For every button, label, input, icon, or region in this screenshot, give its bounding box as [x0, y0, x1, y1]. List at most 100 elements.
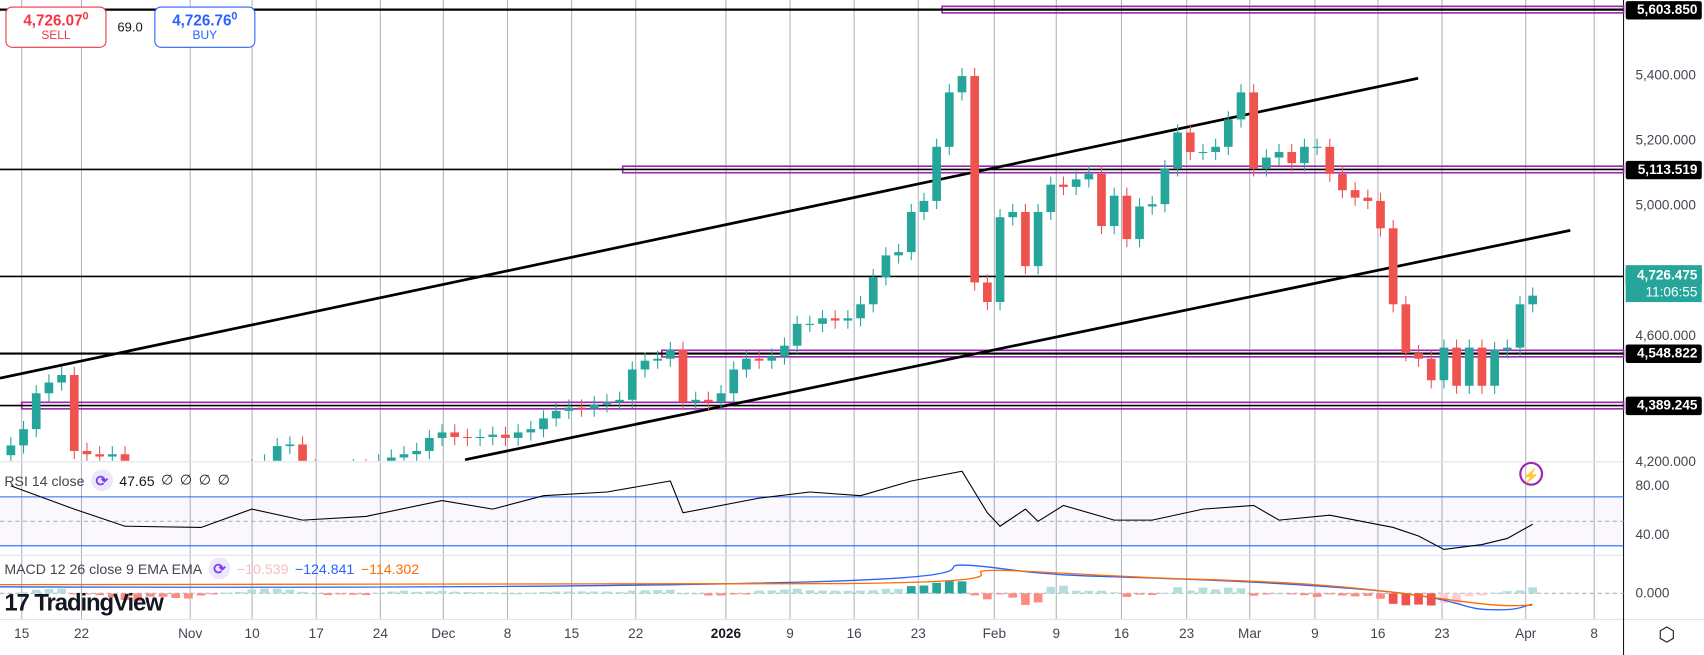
candle-body	[1147, 204, 1157, 207]
sell-button[interactable]: 4,726.070 SELL	[5, 6, 107, 48]
candle-body	[107, 454, 117, 457]
candle-body	[1173, 132, 1182, 169]
macd-histogram-bar	[704, 593, 713, 596]
buy-price: 4,726.76	[172, 11, 232, 29]
candle-body	[1021, 212, 1030, 267]
candle-body	[82, 450, 92, 455]
macd-value: −124.841	[294, 560, 355, 577]
macd-histogram-bar	[1528, 587, 1538, 594]
macd-line	[0, 564, 1533, 611]
refresh-icon[interactable]: ⟳	[90, 469, 113, 492]
macd-histogram-bar	[171, 593, 181, 598]
candle-body	[57, 375, 66, 383]
rsi-title: RSI 14 close	[4, 472, 85, 489]
time-axis-label: 16	[1113, 625, 1130, 642]
macd-histogram-bar	[425, 591, 434, 594]
refresh-icon[interactable]: ⟳	[208, 557, 231, 580]
macd-histogram-bar	[1515, 590, 1525, 594]
candle-body	[1084, 173, 1094, 180]
rsi-extra: ∅	[179, 471, 193, 488]
candle-body	[919, 200, 929, 213]
macd-histogram-bar	[1008, 593, 1018, 598]
macd-histogram-bar	[323, 593, 333, 596]
time-axis-label: Feb	[982, 625, 1007, 642]
candle-body	[120, 454, 130, 461]
time-axis-label: 16	[1370, 625, 1386, 642]
macd-histogram-bar	[754, 590, 764, 594]
macd-histogram-bar	[995, 593, 1005, 595]
sell-price: 4,726.07	[23, 11, 83, 29]
macd-histogram-bar	[818, 590, 827, 594]
tradingview-watermark: 17 TradingView	[4, 590, 164, 616]
countdown: 11:06:55	[1645, 284, 1698, 300]
time-axis-label: 9	[1052, 625, 1061, 642]
candle-body	[818, 318, 827, 324]
macd-histogram-bar	[1033, 593, 1043, 603]
macd-histogram-bar	[133, 593, 143, 602]
macd-histogram-bar	[386, 591, 396, 594]
macd-histogram-bar	[665, 589, 675, 594]
macd-signal-value: −114.302	[360, 560, 420, 577]
macd-histogram-bar	[19, 592, 28, 594]
macd-histogram-bar	[1059, 585, 1068, 594]
macd-histogram-bar	[970, 593, 980, 596]
price-tick: 5,400.000	[1635, 67, 1696, 83]
candle-body	[1262, 157, 1271, 169]
rsi-legend[interactable]: RSI 14 close ⟳ 47.65 ∅ ∅ ∅ ∅	[4, 469, 230, 492]
macd-histogram-bar	[1185, 590, 1195, 594]
candle-body	[1312, 146, 1322, 148]
candle-body	[69, 375, 79, 451]
rsi-tick-40: 40.00	[1635, 527, 1670, 543]
macd-histogram-bar	[868, 590, 878, 594]
macd-title: MACD 12 26 close 9 EMA EMA	[4, 560, 203, 577]
candle-body	[944, 92, 954, 147]
alert-lightning-icon[interactable]: ⚡	[1519, 461, 1544, 486]
candle-body	[983, 282, 992, 302]
candle-body	[894, 252, 903, 256]
time-axis-label: 24	[372, 625, 388, 642]
macd-histogram-bar	[843, 590, 853, 594]
candle-body	[906, 212, 916, 253]
candle-body	[691, 399, 701, 403]
candle-body	[1059, 184, 1068, 187]
candle-body	[1515, 304, 1525, 348]
macd-histogram-bar	[1287, 593, 1297, 595]
macd-histogram-bar	[653, 590, 662, 594]
macd-histogram-bar	[1338, 593, 1347, 596]
candle-body	[1528, 295, 1538, 305]
macd-histogram-bar	[1109, 592, 1119, 594]
macd-histogram-bar	[564, 591, 574, 594]
time-axis-label: 10	[244, 625, 260, 642]
settings-gear-hexagon-icon[interactable]: ⬡	[1658, 623, 1676, 646]
candle-body	[1325, 146, 1335, 174]
macd-histogram-bar	[247, 589, 257, 594]
macd-histogram-bar	[95, 593, 104, 596]
macd-histogram-bar	[1325, 593, 1335, 595]
macd-histogram-bar	[31, 589, 41, 594]
macd-histogram-bar	[475, 592, 485, 594]
macd-histogram-bar	[1097, 590, 1106, 594]
candle-body	[272, 446, 282, 461]
buy-button[interactable]: 4,726.760 BUY	[154, 6, 256, 48]
candle-body	[564, 407, 574, 411]
macd-histogram-bar	[310, 593, 320, 595]
time-axis-label: 9	[1311, 625, 1319, 642]
candle-body	[1388, 228, 1398, 305]
macd-legend[interactable]: MACD 12 26 close 9 EMA EMA ⟳ −10.539 −12…	[4, 557, 420, 580]
candle-body	[526, 429, 536, 433]
candle-body	[716, 393, 726, 403]
macd-hist-value: −10.539	[236, 560, 289, 577]
candle-body	[830, 318, 840, 321]
macd-histogram-bar	[589, 591, 599, 594]
macd-histogram-bar	[1376, 593, 1385, 599]
macd-histogram-bar	[602, 591, 612, 594]
candle-body	[1502, 347, 1512, 350]
macd-histogram-bar	[792, 588, 802, 594]
candle-body	[1452, 347, 1461, 386]
macd-histogram-bar	[526, 592, 536, 594]
candle-body	[577, 407, 586, 409]
macd-histogram-bar	[767, 590, 777, 594]
macd-histogram-bar	[1021, 593, 1030, 605]
